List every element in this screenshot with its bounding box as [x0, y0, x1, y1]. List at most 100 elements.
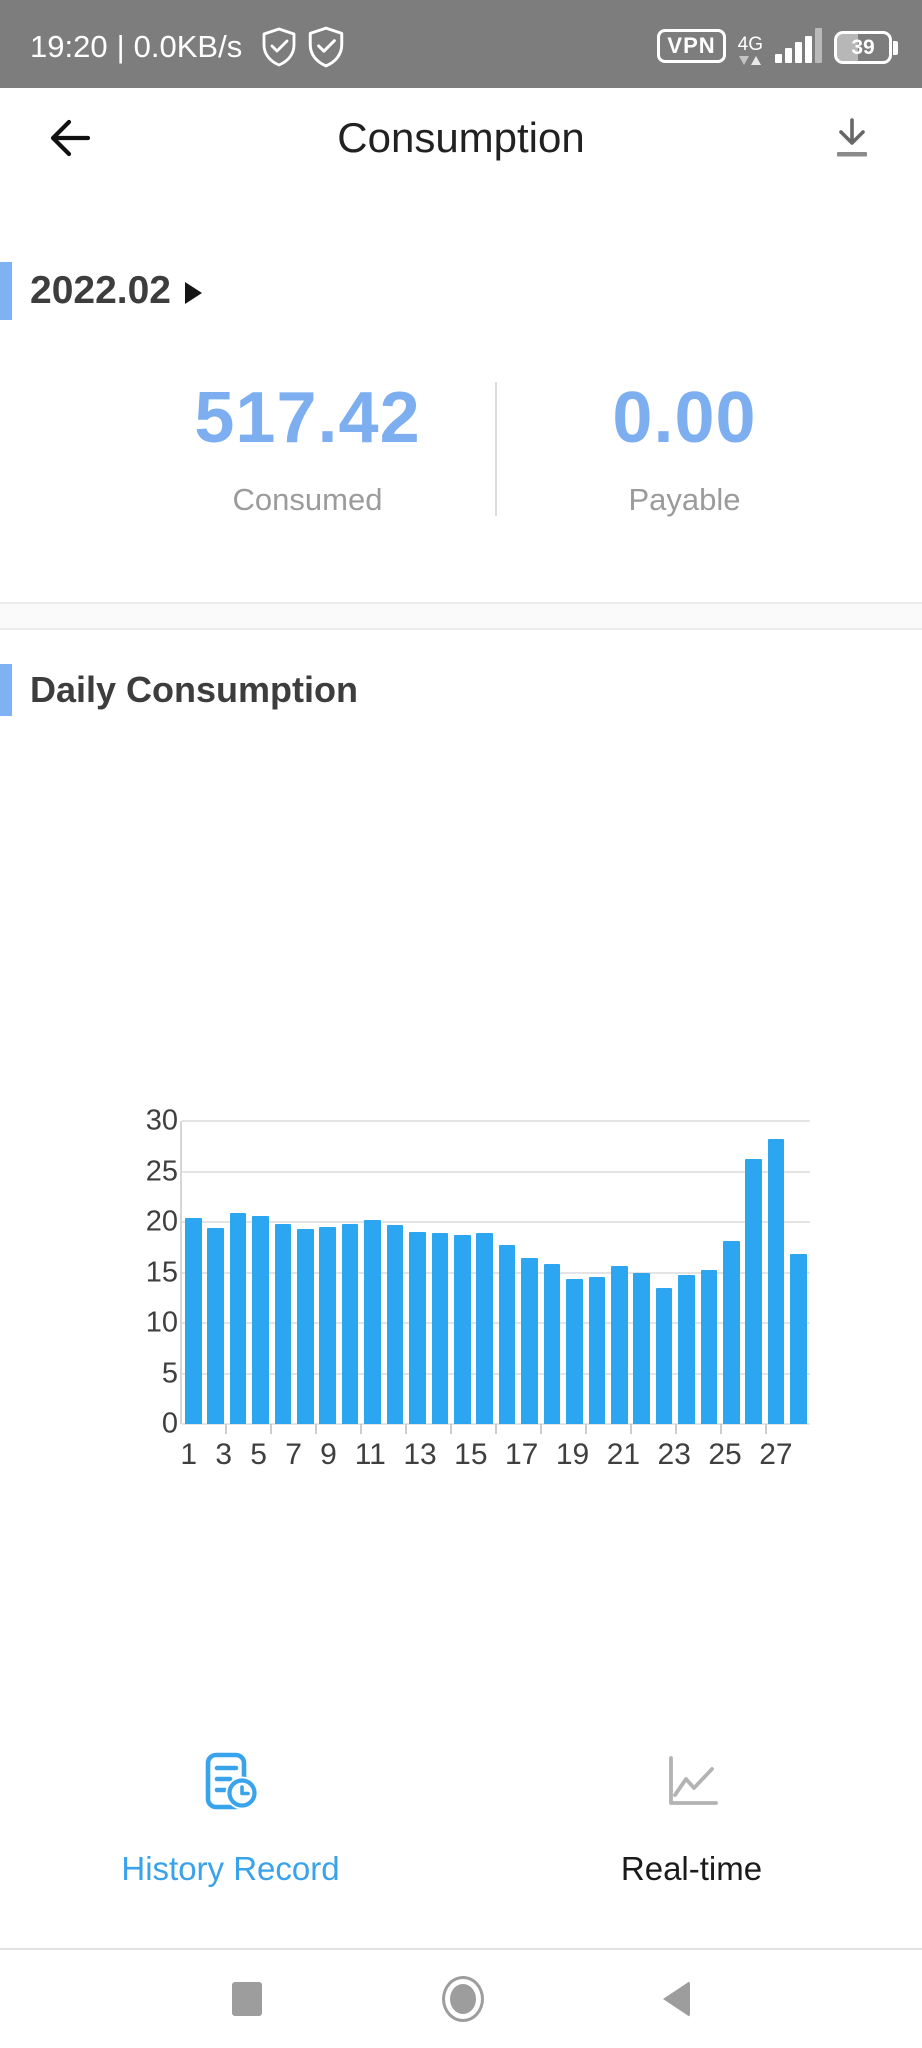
page-title: Consumption	[337, 114, 585, 161]
chart-bar-day-18	[566, 1278, 583, 1424]
history-record-button[interactable]: History Record	[0, 1750, 461, 1888]
chart-x-ticks	[180, 1424, 810, 1436]
chart-x-tick-label	[589, 1438, 606, 1472]
home-icon	[449, 1984, 476, 2014]
chart-bar-day-19	[588, 1276, 606, 1424]
chart-gridline	[182, 1120, 810, 1122]
recents-button[interactable]	[232, 1982, 262, 2016]
payable-label: Payable	[628, 482, 741, 517]
chart-x-tick-label	[488, 1438, 505, 1472]
chart-x-tick-label	[742, 1438, 759, 1472]
chart-x-tick-label: 21	[606, 1438, 641, 1471]
payable-stat: 0.00 Payable	[497, 376, 872, 518]
chart-bar-day-13	[453, 1235, 471, 1424]
summary-divider	[495, 382, 497, 516]
chart-bar-day-17	[543, 1264, 561, 1424]
chart-bar-day-3	[229, 1212, 247, 1424]
chart-bar-day-1	[184, 1217, 202, 1424]
chart-x-tick-label	[232, 1438, 249, 1472]
chart-y-tick-label: 20	[145, 1205, 178, 1238]
realtime-chart-icon	[668, 1756, 718, 1805]
history-record-icon	[205, 1752, 258, 1810]
chart-bar-day-2	[207, 1228, 224, 1424]
chart-gridline	[182, 1271, 810, 1274]
chart-y-axis: 0 5 10 15 20 25 30	[128, 1106, 180, 1438]
history-record-label: History Record	[121, 1850, 340, 1887]
download-icon	[837, 118, 867, 157]
chart-bar-day-11	[409, 1232, 426, 1424]
chart-bar-day-23	[678, 1274, 695, 1424]
chart-bar-day-26	[745, 1159, 763, 1424]
chart-x-tick-label	[386, 1438, 403, 1472]
chart-x-tick-label: 9	[320, 1438, 337, 1471]
chart-gridline	[182, 1221, 810, 1223]
status-divider: |	[116, 29, 125, 64]
chart-bar-day-22	[655, 1287, 673, 1424]
chart-gridline	[182, 1372, 810, 1375]
back-button[interactable]	[46, 114, 94, 162]
chart-bars	[182, 1121, 810, 1424]
chart-x-tick-label: 13	[403, 1438, 437, 1471]
consumed-label: Consumed	[232, 482, 383, 517]
android-nav-bar	[0, 1948, 922, 2048]
chart-bar-day-10	[386, 1225, 404, 1424]
month-selector[interactable]: 2022.02	[0, 262, 922, 320]
daily-accent-bar	[0, 664, 12, 716]
consumed-stat: 517.42 Consumed	[120, 376, 495, 518]
home-button[interactable]	[441, 1976, 484, 2022]
back-arrow-icon	[50, 119, 91, 157]
chart-gridline	[182, 1322, 810, 1324]
chart-bar-day-7	[319, 1227, 337, 1424]
chart-x-tick-label	[538, 1438, 555, 1472]
chart-x-tick-label: 15	[454, 1438, 488, 1471]
summary-panel: 517.42 Consumed 0.00 Payable	[0, 376, 922, 518]
daily-section-title: Daily Consumption	[30, 669, 359, 710]
realtime-label: Real-time	[620, 1850, 763, 1887]
nav-back-button[interactable]	[663, 1981, 690, 2017]
chart-y-tick-label: 5	[161, 1357, 178, 1389]
network-type-indicator: 4G	[738, 35, 763, 65]
daily-consumption-chart: 0 5 10 15 20 25 30 1 3 5 7 9 11 13 15 17 19 21 23 25 27	[128, 1106, 810, 1472]
data-traffic-arrows-icon	[739, 56, 762, 65]
chart-y-tick-label: 30	[145, 1104, 178, 1137]
chart-bar-day-5	[274, 1224, 292, 1424]
chart-x-tick-label	[640, 1438, 657, 1472]
chart-bar-day-21	[633, 1272, 650, 1424]
chart-x-labels: 1 3 5 7 9 11 13 15 17 19 21 23 25 27	[180, 1438, 810, 1472]
battery-nub	[893, 40, 898, 55]
chart-bar-day-28	[790, 1254, 807, 1424]
chart-bar-day-14	[476, 1233, 493, 1424]
consumed-value: 517.42	[194, 378, 421, 458]
daily-section-header: Daily Consumption	[0, 664, 922, 716]
battery-level: 39	[851, 36, 875, 59]
payable-value: 0.00	[612, 378, 757, 458]
download-button[interactable]	[828, 114, 876, 162]
chart-bar-day-8	[341, 1224, 359, 1424]
status-bar: 19:20 | 0.0KB/s VPN 4G 39	[0, 0, 922, 88]
chart-bar-day-25	[723, 1241, 740, 1424]
chart-x-tick-label: 23	[657, 1438, 691, 1471]
chart-x-tick-label	[267, 1438, 284, 1472]
caret-right-icon	[184, 282, 202, 304]
chart-x-tick-label	[793, 1438, 810, 1472]
shield-check-icon	[262, 27, 296, 67]
chart-bar-day-24	[700, 1270, 718, 1424]
chart-x-tick-label: 19	[555, 1438, 590, 1471]
vpn-badge: VPN	[657, 29, 726, 63]
chart-y-tick-label: 10	[145, 1306, 178, 1339]
chart-x-tick-label: 3	[215, 1438, 233, 1471]
chart-y-tick-label: 25	[145, 1155, 178, 1187]
chart-x-tick-label: 5	[250, 1438, 267, 1471]
chart-x-tick-label	[437, 1438, 454, 1472]
chart-bar-day-16	[521, 1258, 538, 1424]
chart-bar-day-9	[364, 1219, 381, 1424]
chart-x-tick-label	[197, 1438, 214, 1472]
chart-bar-day-6	[297, 1229, 314, 1424]
month-accent-bar	[0, 262, 12, 320]
chart-bar-day-12	[431, 1233, 449, 1424]
signal-strength-icon	[775, 28, 822, 63]
chart-gridline	[182, 1170, 810, 1173]
realtime-button[interactable]: Real-time	[461, 1750, 922, 1888]
chart-x-tick-label: 17	[505, 1438, 539, 1471]
chart-x-tick-label: 1	[180, 1438, 198, 1471]
